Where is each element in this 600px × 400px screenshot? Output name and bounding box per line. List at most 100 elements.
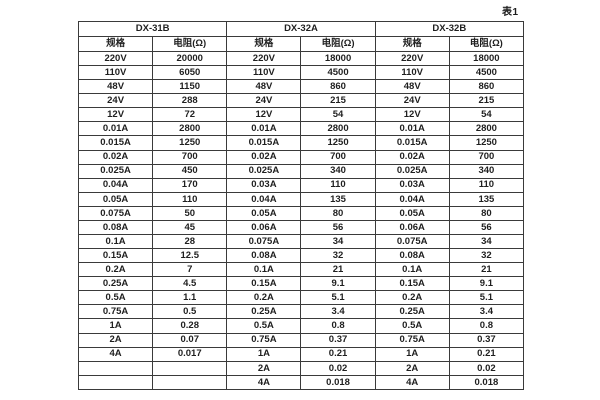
cell-spec: 0.075A [77,205,154,221]
cell-resistance [152,374,228,391]
cell-resistance: 0.28 [152,318,228,334]
cell-spec: 1A [374,346,450,362]
table-row: 0.02A 700 0.02A 700 0.02A 700 [77,149,525,165]
cell-spec: 0.15A [226,276,302,292]
cell-resistance: 1250 [300,135,376,151]
cell-spec: 0.08A [77,219,154,236]
table-row: 0.01A 2800 0.01A 2800 0.01A 2800 [77,121,525,137]
cell-resistance: 18000 [448,50,525,67]
cell-spec: 0.5A [226,318,302,334]
cell-spec: 0.01A [77,121,154,137]
cell-spec [77,374,154,391]
cell-resistance: 21 [300,262,376,278]
cell-resistance: 700 [152,149,228,165]
cell-resistance: 4.5 [152,276,228,292]
cell-spec: 0.03A [374,177,450,193]
table-row: 0.5A 1.1 0.2A 5.1 0.2A 5.1 [77,290,525,306]
cell-resistance: 72 [152,107,228,123]
cell-resistance: 34 [300,234,376,250]
table-row: 0.2A 7 0.1A 21 0.1A 21 [77,262,525,278]
cell-resistance: 5.1 [448,290,525,306]
cell-spec: 0.025A [374,163,450,179]
cell-resistance: 0.21 [300,346,376,362]
cell-resistance: 56 [448,219,525,236]
cell-resistance: 1.1 [152,290,228,306]
cell-resistance: 34 [448,234,525,250]
cell-spec: 0.25A [226,304,302,320]
cell-spec: 0.06A [226,219,302,236]
cell-resistance: 0.07 [152,332,228,348]
cell-resistance: 0.018 [448,374,525,391]
cell-resistance: 860 [300,79,376,95]
cell-resistance: 860 [448,79,525,95]
cell-resistance: 9.1 [448,276,525,292]
cell-spec [77,360,154,376]
cell-spec: 24V [77,93,154,109]
cell-resistance: 1250 [448,135,525,151]
cell-spec: 24V [226,93,302,109]
cell-spec: 2A [374,360,450,376]
cell-spec: 48V [374,79,450,95]
cell-resistance: 0.5 [152,304,228,320]
cell-resistance: 0.017 [152,346,228,362]
table-row: 24V 288 24V 215 24V 215 [77,93,525,109]
table-row: 48V 1150 48V 860 48V 860 [77,79,525,95]
table-row: 0.08A 45 0.06A 56 0.06A 56 [77,219,525,236]
cell-spec: 4A [226,374,302,391]
spec-header-DX-32A: 规格 [226,36,302,52]
table-row: 0.025A 450 0.025A 340 0.025A 340 [77,163,525,179]
cell-resistance: 110 [300,177,376,193]
cell-resistance: 2800 [448,121,525,137]
cell-spec: 220V [77,50,154,67]
cell-spec: 0.03A [226,177,302,193]
cell-spec: 0.04A [77,177,154,193]
table-row: 110V 6050 110V 4500 110V 4500 [77,65,525,81]
cell-resistance: 21 [448,262,525,278]
cell-spec: 0.04A [374,191,450,207]
cell-resistance: 0.37 [448,332,525,348]
cell-spec: 24V [374,93,450,109]
cell-resistance: 0.02 [448,360,525,376]
cell-resistance: 340 [448,163,525,179]
cell-spec: 0.01A [374,121,450,137]
cell-resistance: 0.02 [300,360,376,376]
table-row: 0.75A 0.5 0.25A 3.4 0.25A 3.4 [77,304,525,320]
cell-resistance: 0.8 [448,318,525,334]
cell-resistance: 12.5 [152,248,228,264]
table-caption: 表1 [502,7,519,18]
cell-spec: 0.05A [226,205,302,221]
cell-spec: 4A [77,346,154,362]
cell-spec: 0.75A [226,332,302,348]
cell-spec: 0.025A [77,163,154,179]
cell-resistance: 288 [152,93,228,109]
cell-resistance: 4500 [448,65,525,81]
cell-spec: 4A [374,374,450,391]
spec-header-DX-32B: 规格 [374,36,450,52]
resistance-table: DX-31B DX-32A DX-32B 规格 电阻(Ω) 规格 电阻(Ω) 规格 电阻(Ω)… [77,21,525,391]
cell-spec: 0.02A [77,149,154,165]
spec-header-DX-31B: 规格 [77,36,154,52]
cell-resistance: 135 [448,191,525,207]
cell-resistance: 0.018 [300,374,376,391]
cell-resistance: 5.1 [300,290,376,306]
cell-resistance: 3.4 [448,304,525,320]
resistance-header-DX-32A: 电阻(Ω) [300,36,376,52]
cell-spec: 0.06A [374,219,450,236]
cell-spec: 0.01A [226,121,302,137]
cell-spec: 0.1A [226,262,302,278]
cell-resistance: 135 [300,191,376,207]
cell-resistance: 450 [152,163,228,179]
cell-spec: 110V [226,65,302,81]
cell-spec: 0.05A [77,191,154,207]
cell-spec: 0.08A [226,248,302,264]
cell-resistance: 7 [152,262,228,278]
cell-spec: 12V [374,107,450,123]
table-row: 4A 0.018 4A 0.018 [77,374,525,391]
cell-spec: 0.15A [77,248,154,264]
table-row: 0.04A 170 0.03A 110 0.03A 110 [77,177,525,193]
cell-spec: 110V [374,65,450,81]
cell-resistance: 9.1 [300,276,376,292]
table-body: 220V 20000 220V 18000 220V 18000 110V 6050 110V 4… [77,50,525,391]
cell-resistance: 80 [300,205,376,221]
